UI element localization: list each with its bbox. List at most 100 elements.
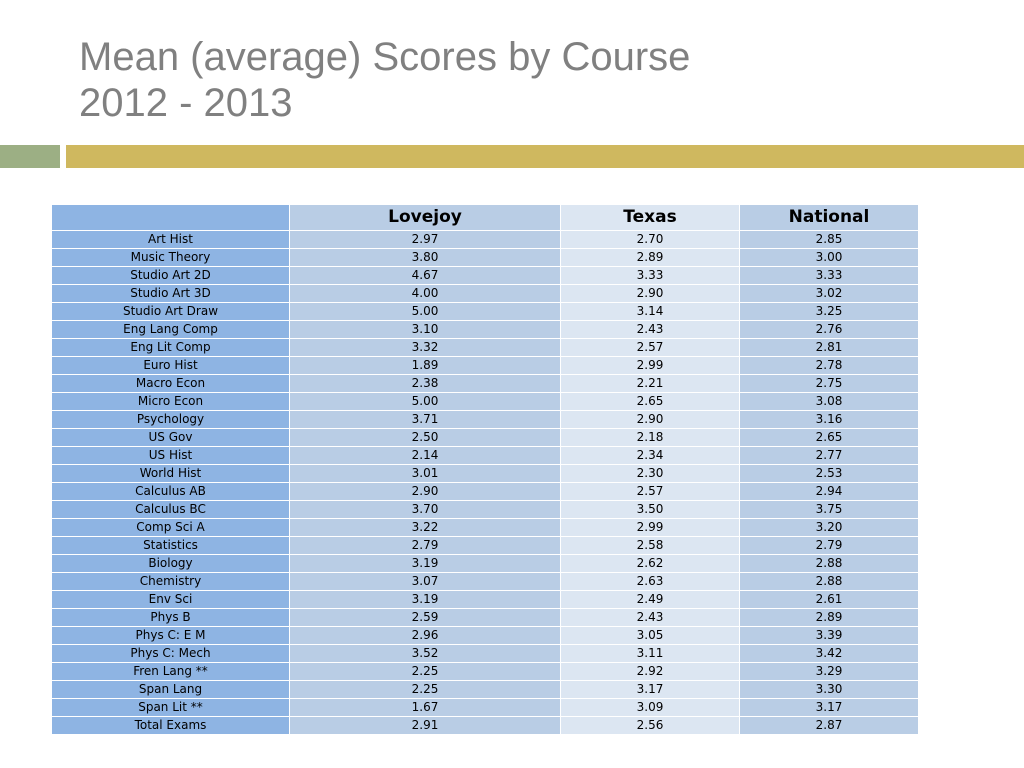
table-row: Biology 3.19 2.62 2.88 bbox=[51, 554, 919, 573]
lovejoy-score-cell: 5.00 bbox=[289, 302, 561, 321]
course-name-cell: Psychology bbox=[51, 410, 290, 429]
lovejoy-score-cell: 1.89 bbox=[289, 356, 561, 375]
table-row: Phys C: E M 2.96 3.05 3.39 bbox=[51, 626, 919, 645]
lovejoy-score-cell: 2.25 bbox=[289, 662, 561, 681]
course-name-cell: Statistics bbox=[51, 536, 290, 555]
table-row: Studio Art Draw 5.00 3.14 3.25 bbox=[51, 302, 919, 321]
texas-score-cell: 2.65 bbox=[560, 392, 740, 411]
lovejoy-score-cell: 1.67 bbox=[289, 698, 561, 717]
table-row: Total Exams 2.91 2.56 2.87 bbox=[51, 716, 919, 735]
table-row: Phys C: Mech 3.52 3.11 3.42 bbox=[51, 644, 919, 663]
lovejoy-score-cell: 2.90 bbox=[289, 482, 561, 501]
table-body: Art Hist 2.97 2.70 2.85 Music Theory 3.80 2.89… bbox=[51, 230, 919, 735]
lovejoy-score-cell: 3.10 bbox=[289, 320, 561, 339]
table-header: Lovejoy Texas National bbox=[51, 204, 919, 231]
course-name-cell: World Hist bbox=[51, 464, 290, 483]
national-score-cell: 2.75 bbox=[739, 374, 919, 393]
lovejoy-score-cell: 2.38 bbox=[289, 374, 561, 393]
national-score-cell: 2.78 bbox=[739, 356, 919, 375]
lovejoy-score-cell: 3.71 bbox=[289, 410, 561, 429]
course-name-cell: Micro Econ bbox=[51, 392, 290, 411]
table-row: Eng Lang Comp 3.10 2.43 2.76 bbox=[51, 320, 919, 339]
course-name-cell: Calculus BC bbox=[51, 500, 290, 519]
slide-title: Mean (average) Scores by Course 2012 - 2… bbox=[79, 34, 690, 126]
national-score-cell: 2.77 bbox=[739, 446, 919, 465]
course-name-cell: Chemistry bbox=[51, 572, 290, 591]
course-name-cell: Art Hist bbox=[51, 230, 290, 249]
national-score-cell: 3.16 bbox=[739, 410, 919, 429]
table-row: Span Lit ** 1.67 3.09 3.17 bbox=[51, 698, 919, 717]
scores-table: Lovejoy Texas National Art Hist 2.97 2.70 2.8… bbox=[51, 204, 919, 735]
table-row: US Gov 2.50 2.18 2.65 bbox=[51, 428, 919, 447]
lovejoy-score-cell: 2.25 bbox=[289, 680, 561, 699]
table-row: Statistics 2.79 2.58 2.79 bbox=[51, 536, 919, 555]
table-row: Span Lang 2.25 3.17 3.30 bbox=[51, 680, 919, 699]
course-name-cell: Studio Art Draw bbox=[51, 302, 290, 321]
lovejoy-score-cell: 3.32 bbox=[289, 338, 561, 357]
texas-score-cell: 2.49 bbox=[560, 590, 740, 609]
national-score-cell: 2.88 bbox=[739, 554, 919, 573]
texas-score-cell: 2.30 bbox=[560, 464, 740, 483]
column-header-texas: Texas bbox=[560, 204, 740, 231]
course-name-cell: Music Theory bbox=[51, 248, 290, 267]
lovejoy-score-cell: 3.07 bbox=[289, 572, 561, 591]
course-name-cell: Phys B bbox=[51, 608, 290, 627]
table-row: Calculus BC 3.70 3.50 3.75 bbox=[51, 500, 919, 519]
table-row: Micro Econ 5.00 2.65 3.08 bbox=[51, 392, 919, 411]
national-score-cell: 3.02 bbox=[739, 284, 919, 303]
texas-score-cell: 2.57 bbox=[560, 482, 740, 501]
lovejoy-score-cell: 2.79 bbox=[289, 536, 561, 555]
national-score-cell: 2.94 bbox=[739, 482, 919, 501]
texas-score-cell: 2.70 bbox=[560, 230, 740, 249]
national-score-cell: 3.29 bbox=[739, 662, 919, 681]
national-score-cell: 2.85 bbox=[739, 230, 919, 249]
national-score-cell: 2.61 bbox=[739, 590, 919, 609]
lovejoy-score-cell: 3.19 bbox=[289, 590, 561, 609]
table-row: Music Theory 3.80 2.89 3.00 bbox=[51, 248, 919, 267]
texas-score-cell: 2.21 bbox=[560, 374, 740, 393]
accent-bar-gold bbox=[66, 145, 1024, 168]
table-row: Phys B 2.59 2.43 2.89 bbox=[51, 608, 919, 627]
national-score-cell: 3.20 bbox=[739, 518, 919, 537]
table-row: World Hist 3.01 2.30 2.53 bbox=[51, 464, 919, 483]
national-score-cell: 2.81 bbox=[739, 338, 919, 357]
course-name-cell: Studio Art 2D bbox=[51, 266, 290, 285]
texas-score-cell: 2.90 bbox=[560, 284, 740, 303]
course-name-cell: Span Lit ** bbox=[51, 698, 290, 717]
texas-score-cell: 2.62 bbox=[560, 554, 740, 573]
texas-score-cell: 2.89 bbox=[560, 248, 740, 267]
national-score-cell: 3.75 bbox=[739, 500, 919, 519]
national-score-cell: 3.30 bbox=[739, 680, 919, 699]
national-score-cell: 2.87 bbox=[739, 716, 919, 735]
table-row: Studio Art 2D 4.67 3.33 3.33 bbox=[51, 266, 919, 285]
national-score-cell: 2.79 bbox=[739, 536, 919, 555]
texas-score-cell: 3.33 bbox=[560, 266, 740, 285]
lovejoy-score-cell: 2.91 bbox=[289, 716, 561, 735]
texas-score-cell: 3.09 bbox=[560, 698, 740, 717]
lovejoy-score-cell: 3.80 bbox=[289, 248, 561, 267]
texas-score-cell: 2.90 bbox=[560, 410, 740, 429]
texas-score-cell: 3.14 bbox=[560, 302, 740, 321]
table-row: Env Sci 3.19 2.49 2.61 bbox=[51, 590, 919, 609]
slide-title-line-2: 2012 - 2013 bbox=[79, 81, 293, 125]
texas-score-cell: 2.34 bbox=[560, 446, 740, 465]
course-name-cell: Eng Lit Comp bbox=[51, 338, 290, 357]
table-row: Macro Econ 2.38 2.21 2.75 bbox=[51, 374, 919, 393]
table-row: Comp Sci A 3.22 2.99 3.20 bbox=[51, 518, 919, 537]
national-score-cell: 2.89 bbox=[739, 608, 919, 627]
course-name-cell: Studio Art 3D bbox=[51, 284, 290, 303]
table-row: Studio Art 3D 4.00 2.90 3.02 bbox=[51, 284, 919, 303]
table-row: Art Hist 2.97 2.70 2.85 bbox=[51, 230, 919, 249]
lovejoy-score-cell: 2.14 bbox=[289, 446, 561, 465]
national-score-cell: 3.33 bbox=[739, 266, 919, 285]
column-header-blank bbox=[51, 204, 290, 231]
lovejoy-score-cell: 2.96 bbox=[289, 626, 561, 645]
national-score-cell: 3.39 bbox=[739, 626, 919, 645]
course-name-cell: Phys C: E M bbox=[51, 626, 290, 645]
table-row: Psychology 3.71 2.90 3.16 bbox=[51, 410, 919, 429]
course-name-cell: Fren Lang ** bbox=[51, 662, 290, 681]
table-row: Euro Hist 1.89 2.99 2.78 bbox=[51, 356, 919, 375]
national-score-cell: 3.17 bbox=[739, 698, 919, 717]
texas-score-cell: 2.63 bbox=[560, 572, 740, 591]
course-name-cell: Comp Sci A bbox=[51, 518, 290, 537]
